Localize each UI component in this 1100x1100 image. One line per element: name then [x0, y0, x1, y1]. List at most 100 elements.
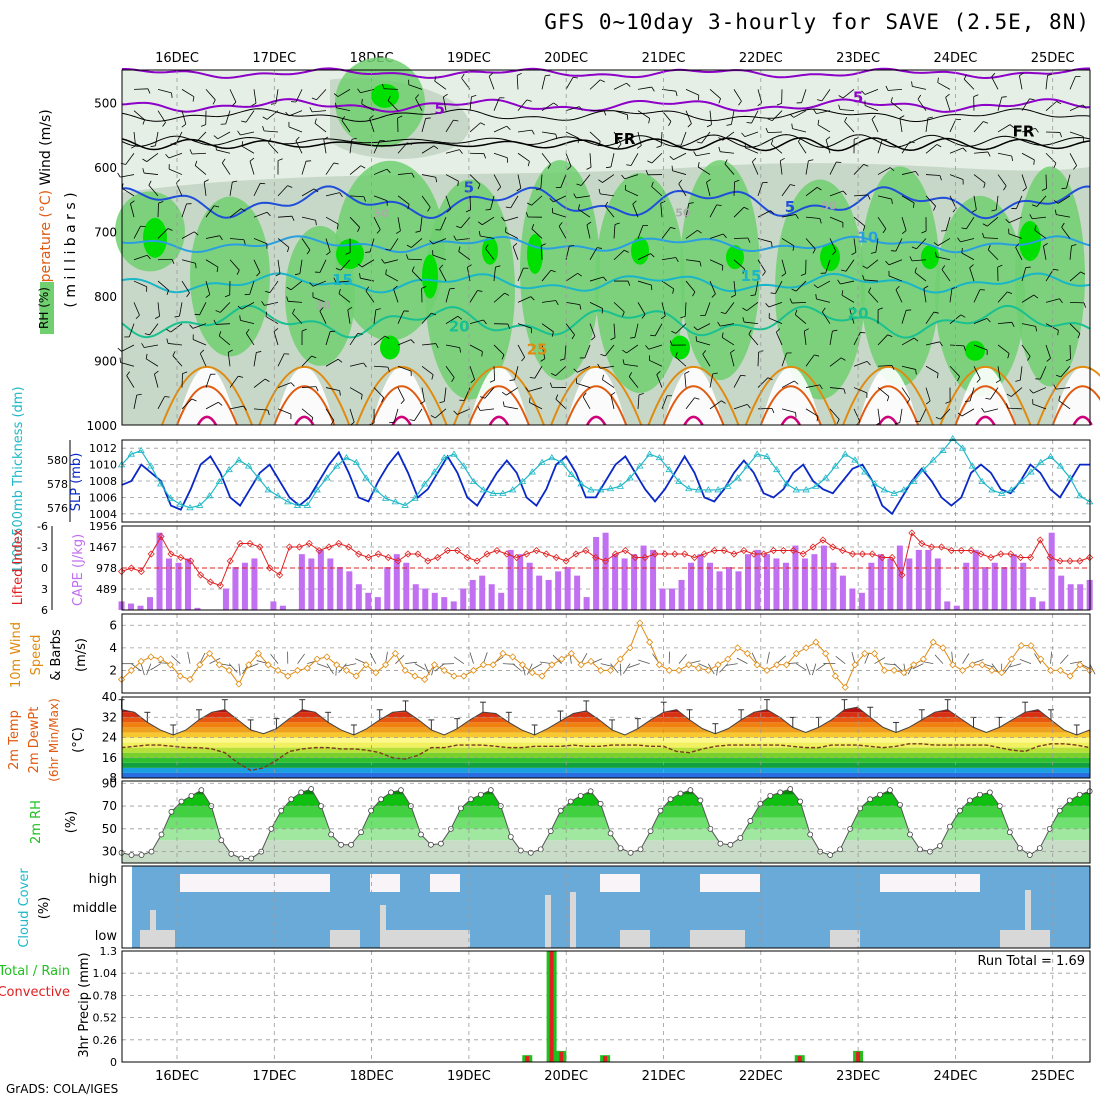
y-tick-label: 40	[102, 690, 117, 704]
wind-barb	[1003, 185, 1007, 191]
wind-barb	[464, 387, 471, 401]
wind-barb	[965, 216, 975, 230]
wind-barb	[868, 291, 879, 303]
lifted-index-point	[1016, 553, 1025, 562]
wind-barb	[1065, 358, 1071, 362]
rh-point	[787, 786, 794, 792]
lifted-index-point	[769, 546, 778, 555]
wind-barb	[793, 110, 807, 118]
wind-barb	[421, 286, 427, 289]
wind-barb	[1047, 73, 1053, 76]
page-title: GFS 0~10day 3-hourly for SAVE (2.5E, 8N)	[544, 10, 1090, 34]
wind-barb	[771, 242, 773, 248]
wind-barb	[466, 267, 471, 282]
wind-speed-point	[342, 666, 351, 674]
wind-barb	[397, 217, 401, 232]
wind-barb	[191, 398, 197, 402]
wind-speed-point	[528, 669, 536, 677]
wind-speed-point	[196, 661, 204, 669]
cloud-panel-frame	[121, 865, 1091, 949]
wind-barb	[439, 268, 447, 282]
wind-barb	[733, 181, 735, 196]
wind-barb	[711, 293, 716, 298]
wind-barb	[569, 245, 575, 247]
axis-label-part: Wind (m/s)	[38, 109, 54, 185]
wind-barb	[586, 224, 591, 239]
wind-barb	[825, 139, 831, 154]
wind-barb	[696, 340, 711, 346]
lifted-index-point	[730, 550, 738, 558]
wind-barb	[650, 253, 655, 258]
wind-barb	[477, 184, 481, 190]
wind-barb	[693, 326, 698, 331]
wind-barb	[925, 365, 939, 374]
cape-bar	[716, 571, 723, 610]
wind-barb	[445, 174, 459, 182]
wind-barb	[525, 212, 529, 218]
dry-bubble	[566, 366, 627, 425]
wind-barb	[266, 110, 279, 120]
wind-barb	[439, 264, 444, 269]
wind-barb	[187, 651, 191, 664]
thickness-point	[342, 453, 351, 461]
wind-barb	[578, 204, 580, 210]
wind-barb	[421, 145, 435, 154]
cloud-low	[830, 930, 860, 948]
thickness-point	[988, 486, 996, 493]
wind-barb	[493, 174, 502, 188]
rh-point	[827, 852, 834, 858]
wind-barb	[660, 203, 663, 218]
wind-barb	[504, 292, 510, 296]
wind-barb	[730, 294, 736, 298]
wind-barb	[816, 110, 831, 114]
wind-barb	[253, 259, 261, 273]
wind-barb	[829, 216, 844, 223]
rh-point	[637, 846, 644, 853]
wind-barb	[687, 123, 692, 128]
wind-barb	[724, 163, 735, 175]
wind-barb	[150, 663, 161, 671]
contour-label: FR	[614, 130, 636, 148]
wind-barb	[685, 397, 695, 410]
wind-barb	[825, 259, 831, 274]
wind-barb	[171, 259, 175, 264]
wind-barb	[779, 160, 783, 175]
wind-speed-point	[958, 666, 967, 674]
wind-barb	[120, 362, 135, 367]
precip-convective-bar	[797, 1056, 802, 1062]
wind-barb	[434, 76, 437, 82]
precip-panel-frame	[121, 950, 1091, 1063]
y-tick-label: 1956	[89, 520, 117, 533]
wind-barb	[781, 272, 786, 277]
thickness-point	[508, 486, 517, 493]
lifted-index-point	[335, 539, 343, 548]
wind-barb	[157, 88, 172, 94]
cape-bar	[744, 554, 751, 610]
lifted-index-point	[621, 546, 629, 555]
wind-barb	[935, 417, 941, 420]
temperature-contour-5	[121, 185, 1091, 220]
thickness-point	[909, 477, 918, 484]
wind-barb	[387, 100, 399, 111]
date-label-top: 21DEC	[642, 51, 686, 66]
wind-barb	[449, 287, 455, 290]
wind-barb	[477, 405, 481, 411]
date-label-top: 23DEC	[836, 51, 880, 66]
temp-band	[122, 747, 1090, 753]
wind-barb	[841, 269, 847, 272]
wind-barb	[531, 129, 535, 135]
wind-barb	[228, 663, 238, 673]
wind-barb	[325, 387, 340, 392]
cape-bar	[365, 592, 372, 610]
rh-point	[877, 791, 883, 798]
temperature-contour-35	[975, 415, 996, 426]
lifted-index-line	[121, 531, 1090, 587]
wind-speed-point	[949, 661, 957, 669]
cloud-level-label: middle	[73, 901, 117, 916]
wind-barb	[373, 168, 388, 175]
wind-barb	[584, 344, 591, 359]
wind-barb	[792, 245, 795, 251]
wind-barb	[792, 128, 807, 133]
rh-point	[747, 818, 754, 824]
wind-barb	[685, 110, 692, 124]
